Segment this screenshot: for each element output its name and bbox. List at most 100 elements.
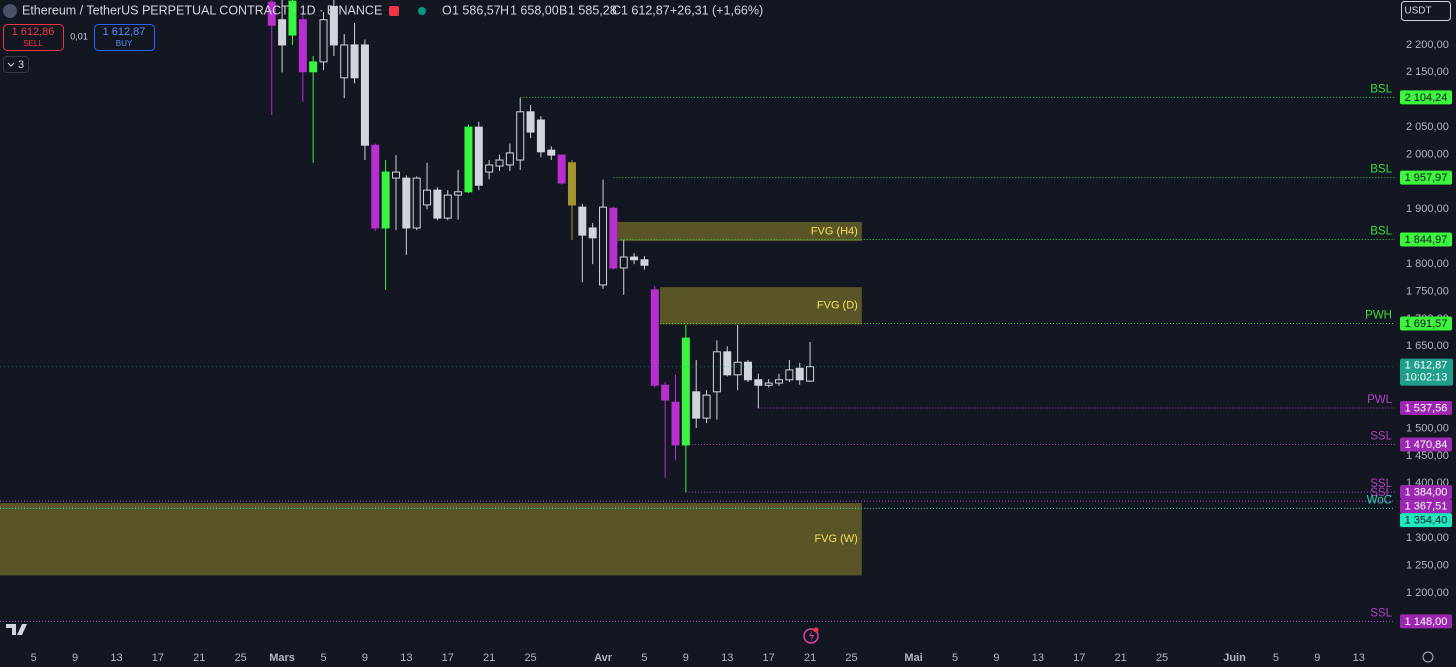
symbol-title[interactable]: Ethereum / TetherUS PERPETUAL CONTRACT ·… [22, 3, 382, 17]
candle-body [288, 0, 297, 36]
candle-body [578, 206, 587, 236]
candle-body [723, 351, 732, 376]
candle-body [547, 149, 556, 156]
x-tick-label: 5 [320, 652, 326, 664]
ohlc-value: 1 612,87 [621, 3, 670, 17]
level-price: 1 957,97 [1405, 172, 1448, 184]
buy-button[interactable] [94, 24, 155, 51]
ohlc-value: 1 585,28 [568, 3, 617, 17]
level-price-box [1400, 437, 1452, 452]
x-tick-label: 5 [952, 652, 958, 664]
candle-body [567, 162, 576, 206]
level-price: 1 844,97 [1405, 234, 1448, 246]
x-tick-label: 21 [1115, 652, 1127, 664]
y-tick-label: 1 750,00 [1406, 285, 1449, 297]
candle-body [743, 361, 752, 381]
level-price: 1 354,40 [1405, 515, 1448, 527]
quantity[interactable]: 0,01 [70, 31, 88, 41]
plot-area: FVG (H4) FVG (D) FVG (W) [0, 0, 1395, 622]
x-tick-label: 17 [442, 652, 454, 664]
level-name: SSL [1370, 431, 1392, 443]
candle-body [681, 337, 690, 446]
collapse-button[interactable] [3, 56, 29, 73]
y-tick-label: 2 050,00 [1406, 121, 1449, 133]
candle-body [505, 152, 514, 166]
level-price: 1 470,84 [1405, 439, 1448, 451]
level-price: 1 691,57 [1405, 318, 1448, 330]
ohlc-label: C [612, 3, 621, 17]
candle-body [599, 206, 608, 286]
candle-body [402, 177, 411, 229]
level-price: 1 384,00 [1405, 487, 1448, 499]
candle-body [692, 391, 701, 419]
candle-body [733, 361, 742, 376]
candle-body [391, 171, 400, 179]
ohlc-value: 1 586,57 [452, 3, 501, 17]
candle-body [371, 144, 380, 229]
candle-body [588, 227, 597, 239]
level-name: WoC [1367, 494, 1392, 506]
candle-body [340, 44, 349, 79]
level-price: 1 367,51 [1405, 501, 1448, 513]
candle-body [443, 194, 452, 219]
events-icon[interactable] [803, 628, 819, 644]
y-tick-label: 1 800,00 [1406, 258, 1449, 270]
buy-label: BUY [116, 39, 133, 48]
candle-body [474, 126, 483, 186]
x-tick-label: 25 [845, 652, 857, 664]
x-tick-label: Avr [594, 652, 613, 664]
currency-button[interactable] [1401, 1, 1451, 21]
candle-body [702, 394, 711, 419]
candle-body [712, 351, 721, 393]
x-tick-label: 9 [362, 652, 368, 664]
level-price-box [1400, 513, 1452, 528]
x-tick-label: 21 [193, 652, 205, 664]
y-tick-label: 1 500,00 [1406, 422, 1449, 434]
candle-body [423, 189, 432, 206]
level-price-box [1400, 316, 1452, 331]
candle-body [309, 61, 318, 73]
level-name: PWH [1365, 310, 1392, 322]
candle-body [775, 379, 784, 384]
settings-icon[interactable] [1422, 651, 1434, 663]
candle-body [278, 19, 287, 46]
level-price: 1 148,00 [1405, 616, 1448, 628]
level-price-box [1400, 614, 1452, 629]
y-tick-label: 1 200,00 [1406, 587, 1449, 599]
candle-body [485, 164, 494, 173]
countdown: 10:02:13 [1405, 372, 1448, 384]
candle-body [795, 367, 804, 381]
candle-body [267, 1, 276, 26]
x-tick-label: 5 [31, 652, 37, 664]
ohlc-value: 1 658,00 [510, 3, 559, 17]
x-tick-label: 17 [152, 652, 164, 664]
x-tick-label: 21 [804, 652, 816, 664]
candle-body [785, 369, 794, 381]
candle-body [360, 44, 369, 146]
candle-body [516, 111, 525, 161]
candle-body [298, 19, 307, 73]
candle-body [329, 6, 338, 46]
ohlc-label: O [442, 3, 452, 17]
candle-body [661, 384, 670, 401]
x-tick-label: 25 [524, 652, 536, 664]
x-tick-label: 13 [1353, 652, 1365, 664]
x-tick-label: Juin [1223, 652, 1246, 664]
candle-body [806, 366, 815, 382]
x-tick-label: Mai [904, 652, 922, 664]
fvg-label: FVG (D) [817, 300, 858, 312]
x-tick-label: 9 [993, 652, 999, 664]
x-tick-label: 13 [721, 652, 733, 664]
sell-button[interactable] [3, 24, 64, 51]
level-name: SSL [1370, 487, 1392, 499]
level-price-box [1400, 90, 1452, 105]
market-status [389, 6, 399, 16]
level-price: 1 537,56 [1405, 402, 1448, 414]
x-tick-label: 5 [641, 652, 647, 664]
candle-body [350, 44, 359, 79]
x-tick-label: 25 [1156, 652, 1168, 664]
fvg-zone [0, 503, 862, 576]
level-price-box [1400, 170, 1452, 185]
symbol-icon [3, 4, 17, 18]
